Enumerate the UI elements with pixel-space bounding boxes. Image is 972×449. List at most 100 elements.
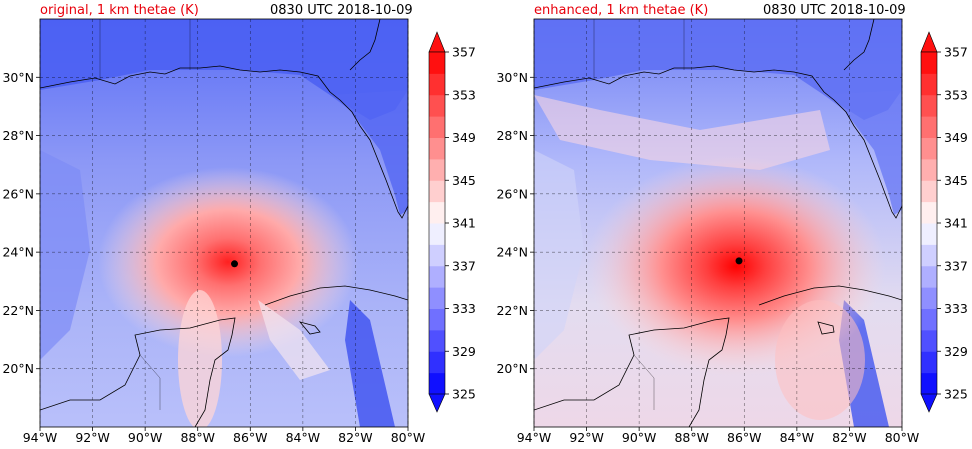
right-colorbar: 325 329 333 337 341 345 349 353 357 — [920, 31, 968, 413]
lat-tick-label: 22°N — [496, 303, 528, 318]
colorbar-bin — [429, 94, 445, 117]
colorbar-bin — [921, 265, 937, 288]
colorbar-bin — [921, 180, 937, 203]
colorbar-extend-min — [920, 393, 938, 413]
lat-tick-label: 24°N — [496, 245, 528, 260]
lat-tick-label: 26°N — [2, 186, 34, 201]
colorbar-bin — [429, 244, 445, 267]
left-lat-ticks: 20°N 22°N 24°N 26°N 28°N 30°N — [2, 70, 40, 376]
colorbar-bin — [921, 308, 937, 331]
colorbar-bin — [429, 201, 445, 224]
left-coastlines — [40, 19, 408, 427]
colorbar-bin — [921, 329, 937, 352]
colorbar-bin — [921, 244, 937, 267]
colorbar-bin — [429, 52, 445, 74]
colorbar-tick-label: 353 — [944, 87, 968, 102]
lon-tick-label: 90°W — [622, 430, 657, 445]
lat-tick-label: 24°N — [2, 245, 34, 260]
colorbar-extend-min — [428, 393, 446, 413]
lon-tick-label: 90°W — [128, 430, 163, 445]
right-lat-ticks: 20°N 22°N 24°N 26°N 28°N 30°N — [496, 70, 534, 376]
colorbar-bin — [921, 201, 937, 224]
lon-tick-label: 82°W — [338, 430, 373, 445]
lat-tick-label: 26°N — [496, 186, 528, 201]
colorbar-bin — [429, 158, 445, 181]
lon-tick-label: 92°W — [75, 430, 110, 445]
colorbar-bin — [921, 94, 937, 117]
colorbar-tick-label: 357 — [944, 45, 968, 60]
colorbar-tick-label: 345 — [944, 173, 968, 188]
lon-tick-label: 88°W — [180, 430, 215, 445]
colorbar-tick-label: 353 — [452, 87, 476, 102]
colorbar-extend-max — [920, 31, 938, 53]
right-lon-ticks: 94°W 92°W 90°W 88°W 86°W 84°W 82°W 80°W — [517, 427, 920, 445]
colorbar-tick-label: 329 — [944, 344, 968, 359]
colorbar-tick-label: 345 — [452, 173, 476, 188]
colorbar-bin — [921, 137, 937, 160]
colorbar-bin — [429, 223, 445, 245]
colorbar-tick-label: 325 — [452, 387, 476, 402]
colorbar-tick-label: 357 — [452, 45, 476, 60]
lon-tick-label: 94°W — [517, 430, 552, 445]
lon-tick-label: 94°W — [23, 430, 58, 445]
colorbar-bin — [429, 287, 445, 309]
colorbar-bin — [921, 158, 937, 181]
left-colorbar: 325 329 333 337 341 345 349 353 357 — [428, 31, 476, 413]
right-gridlines — [533, 19, 903, 427]
colorbar-extend-max — [428, 31, 446, 53]
lat-tick-label: 20°N — [2, 361, 34, 376]
left-panel-time: 0830 UTC 2018-10-09 — [270, 3, 413, 18]
colorbar-tick-label: 349 — [944, 130, 968, 145]
colorbar-tick-label: 349 — [452, 130, 476, 145]
lat-tick-label: 20°N — [496, 361, 528, 376]
colorbar-bin — [429, 180, 445, 203]
colorbar-bin — [429, 372, 445, 395]
colorbar-bin — [429, 351, 445, 374]
colorbar-tick-label: 333 — [452, 301, 476, 316]
lon-tick-label: 86°W — [727, 430, 762, 445]
lat-tick-label: 22°N — [2, 303, 34, 318]
lon-tick-label: 86°W — [233, 430, 268, 445]
colorbar-tick-label: 333 — [944, 301, 968, 316]
lat-tick-label: 30°N — [496, 70, 528, 85]
lon-tick-label: 80°W — [391, 430, 426, 445]
colorbar-tick-label: 341 — [452, 216, 476, 231]
lat-tick-label: 28°N — [496, 128, 528, 143]
colorbar-bin — [921, 73, 937, 96]
left-map-field — [40, 19, 408, 427]
colorbar-bin — [429, 73, 445, 96]
lon-tick-label: 92°W — [569, 430, 604, 445]
lon-tick-label: 80°W — [885, 430, 920, 445]
right-panel-title: enhanced, 1 km thetae (K) — [534, 3, 709, 18]
colorbar-bin — [429, 329, 445, 352]
colorbar-bin — [921, 52, 937, 74]
left-panel-title: original, 1 km thetae (K) — [40, 3, 199, 18]
colorbar-bin — [921, 287, 937, 309]
colorbar-bin — [921, 116, 937, 138]
colorbar-bin — [429, 265, 445, 288]
right-map: 94°W 92°W 90°W 88°W 86°W 84°W 82°W 80°W 20°N 22°… — [496, 18, 920, 445]
lat-tick-label: 28°N — [2, 128, 34, 143]
right-map-field — [534, 19, 902, 427]
right-coastlines — [534, 19, 902, 427]
lon-tick-label: 84°W — [286, 430, 321, 445]
lon-tick-label: 88°W — [674, 430, 709, 445]
colorbar-tick-label: 337 — [944, 258, 968, 273]
colorbar-bin — [429, 116, 445, 138]
colorbar-bin — [429, 137, 445, 160]
left-borders — [99, 19, 191, 410]
lon-tick-label: 84°W — [780, 430, 815, 445]
right-borders — [593, 19, 685, 410]
left-lon-ticks: 94°W 92°W 90°W 88°W 86°W 84°W 82°W 80°W — [23, 427, 426, 445]
colorbar-bin — [921, 372, 937, 395]
colorbar-bin — [429, 308, 445, 331]
colorbar-tick-label: 341 — [944, 216, 968, 231]
colorbar-bin — [921, 223, 937, 245]
left-map: 94°W 92°W 90°W 88°W 86°W 84°W 82°W 80°W 20°N 22°… — [2, 18, 426, 445]
lat-tick-label: 30°N — [2, 70, 34, 85]
colorbar-tick-label: 329 — [452, 344, 476, 359]
colorbar-tick-label: 325 — [944, 387, 968, 402]
right-storm-center-marker — [735, 257, 743, 265]
left-storm-center-marker — [231, 260, 239, 268]
